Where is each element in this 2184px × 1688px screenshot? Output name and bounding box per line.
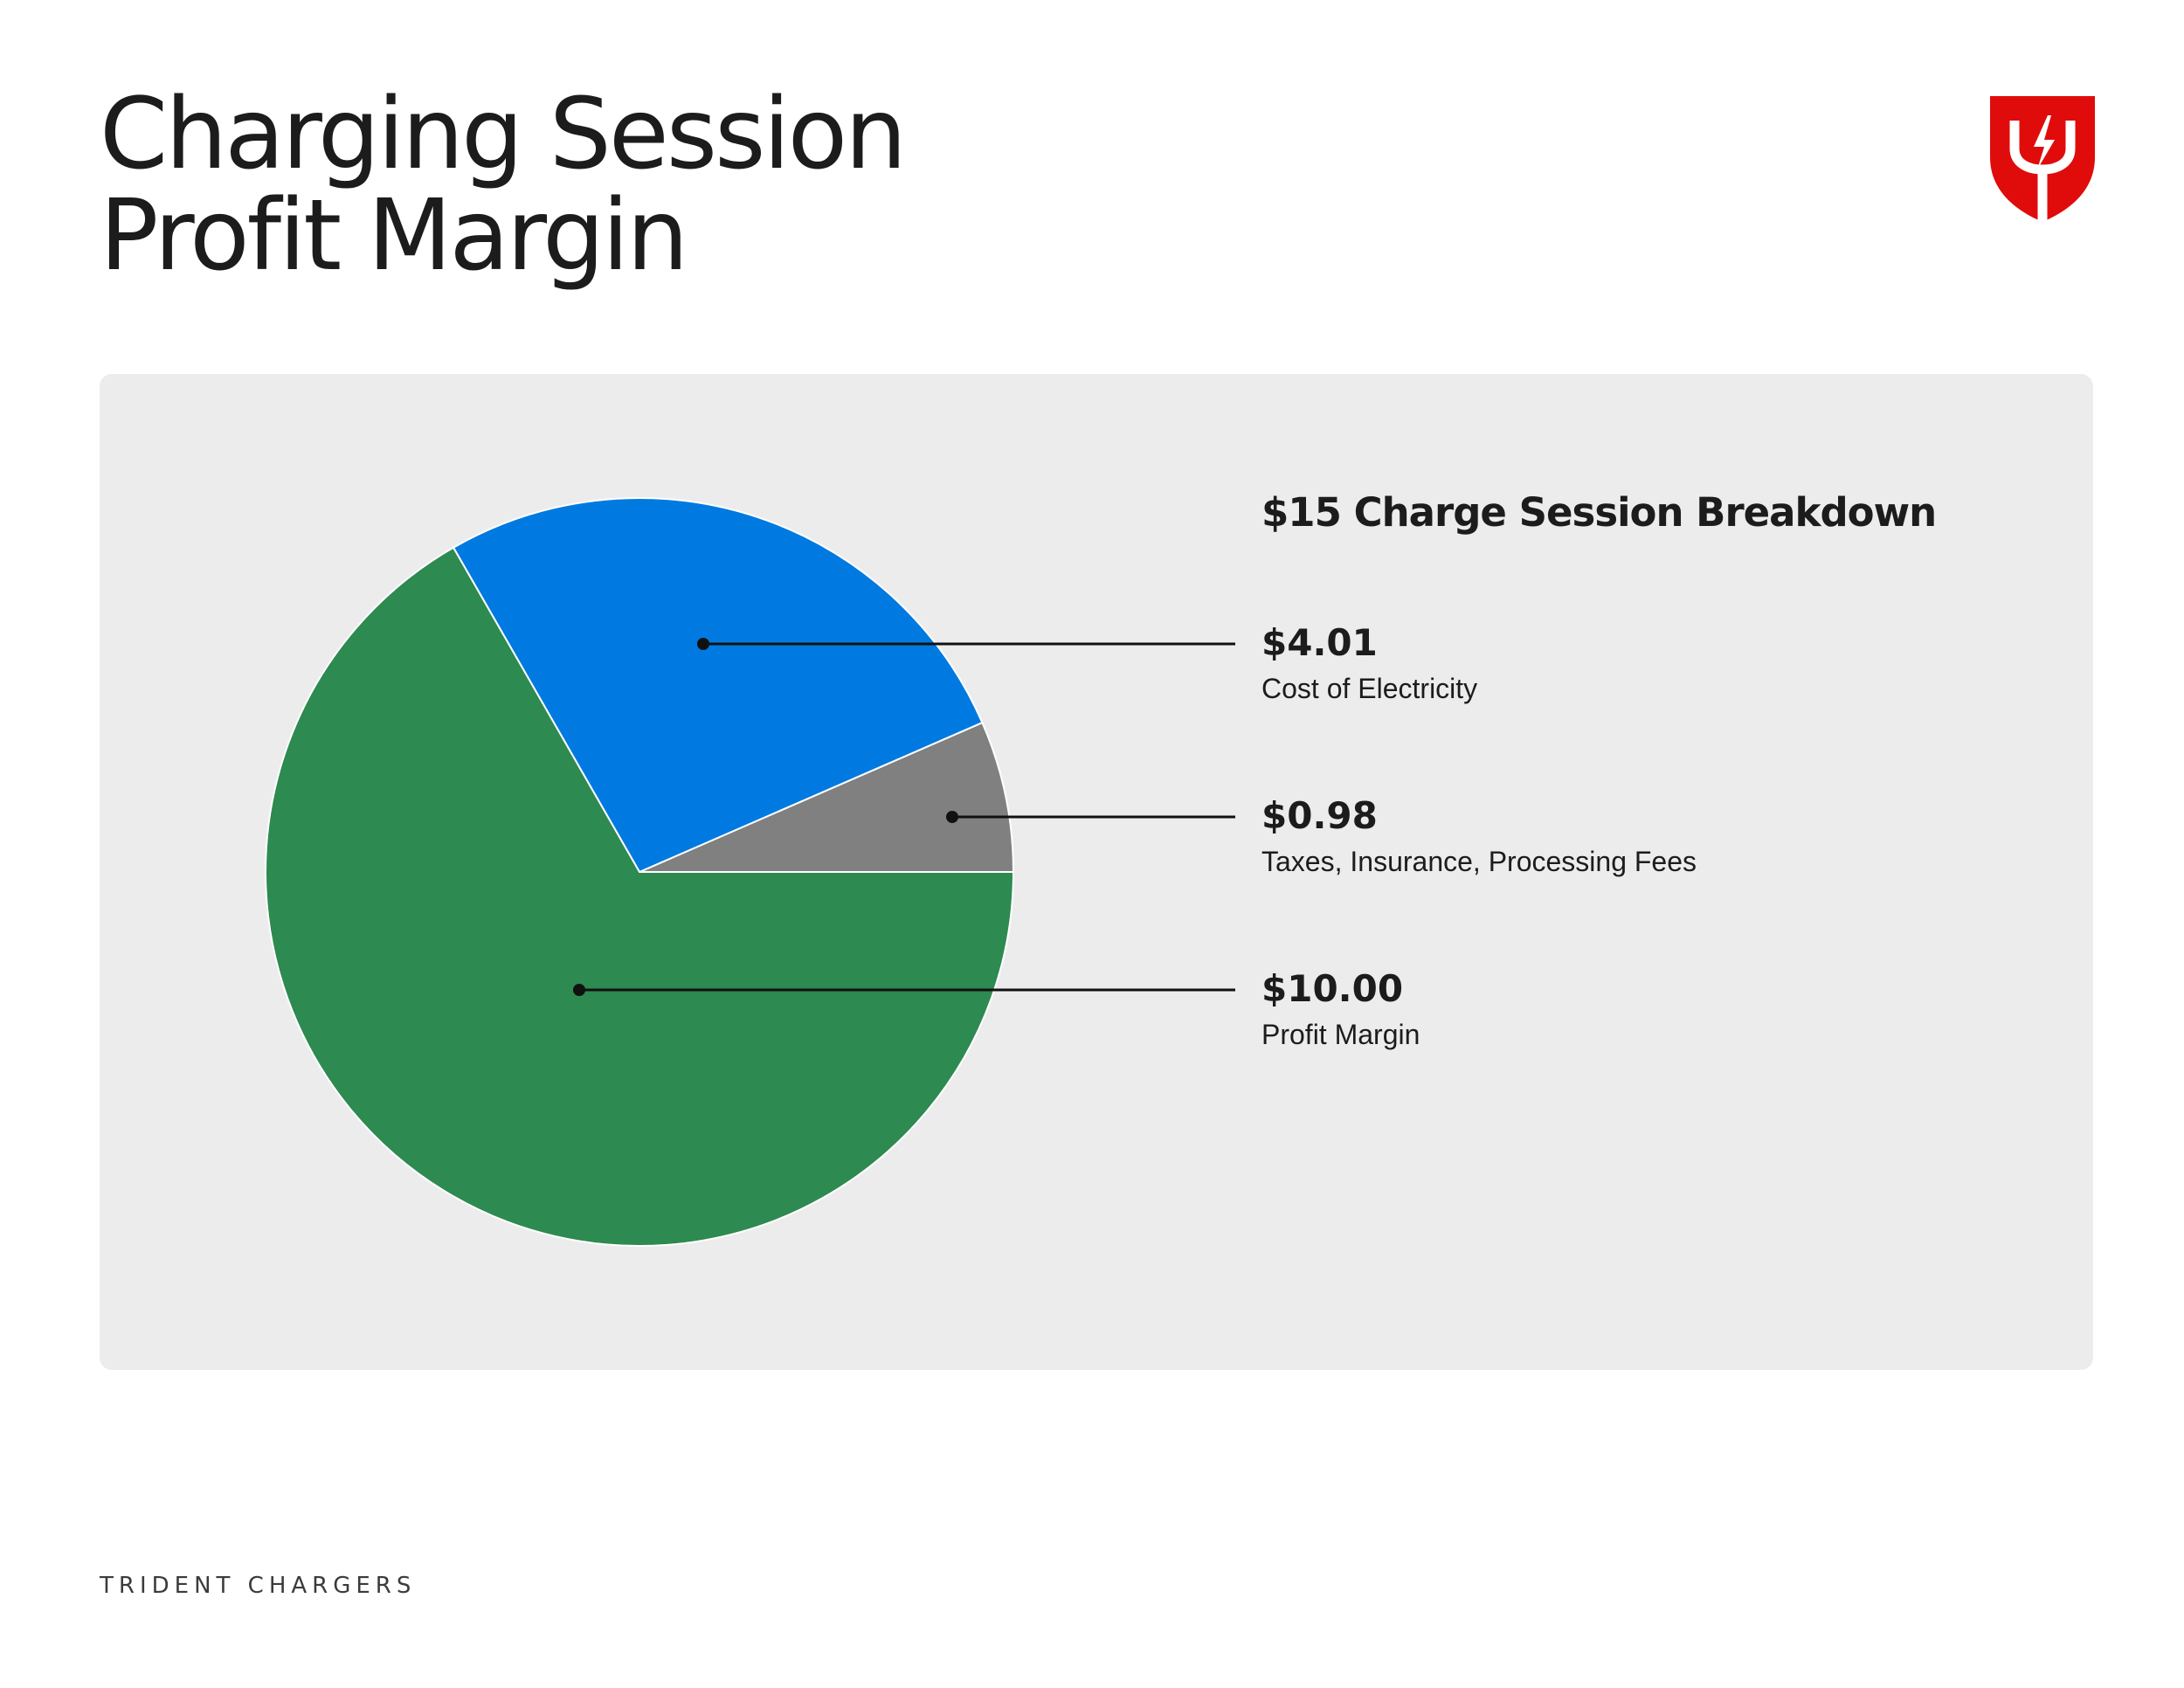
chart-title: $15 Charge Session Breakdown xyxy=(1261,489,1937,536)
page-title-line-2: Profit Margin xyxy=(100,179,688,293)
legend-entry-taxes: $0.98 Taxes, Insurance, Processing Fees xyxy=(1261,793,2048,879)
pie-slice-electricity xyxy=(452,496,984,874)
legend-value-taxes: $0.98 xyxy=(1261,794,1378,837)
chart-panel: $15 Charge Session Breakdown $4.01 Cost … xyxy=(100,374,2093,1370)
legend-value-profit: $10.00 xyxy=(1261,967,1404,1010)
leader-dot-profit xyxy=(573,984,585,996)
legend-value-electricity: $4.01 xyxy=(1261,621,1378,664)
pie-slice-profit xyxy=(265,546,1015,1247)
leader-dot-taxes xyxy=(946,811,958,823)
page-title: Charging Session Profit Margin xyxy=(100,78,907,293)
pie-slice-taxes xyxy=(639,721,1015,873)
trident-shield-icon xyxy=(1990,96,2095,222)
footer-brand: TRIDENT CHARGERS xyxy=(100,1573,417,1599)
legend-label-profit: Profit Margin xyxy=(1261,1019,1420,1050)
page-title-line-1: Charging Session xyxy=(100,78,907,191)
legend-entry-electricity: $4.01 Cost of Electricity xyxy=(1261,620,2048,706)
legend-entry-profit: $10.00 Profit Margin xyxy=(1261,966,2048,1052)
leader-dot-electricity xyxy=(697,638,709,650)
pie-chart xyxy=(265,496,1235,1247)
legend-label-taxes: Taxes, Insurance, Processing Fees xyxy=(1261,846,1697,877)
legend-label-electricity: Cost of Electricity xyxy=(1261,673,1478,704)
